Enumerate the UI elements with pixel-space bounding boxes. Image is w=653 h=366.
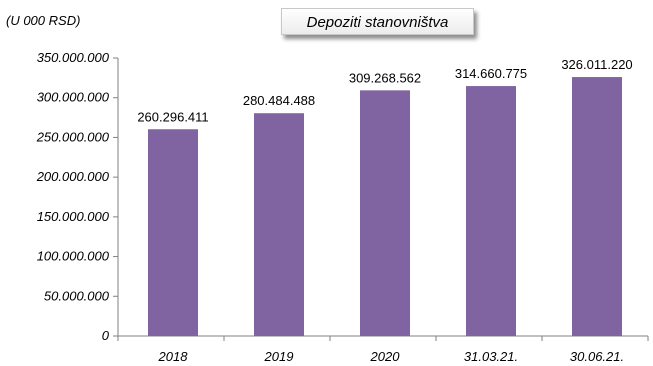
y-tick-label: 350.000.000 [37, 50, 110, 65]
y-tick-label: 100.000.000 [37, 249, 110, 264]
bar [254, 113, 304, 336]
y-tick-label: 150.000.000 [37, 209, 110, 224]
axes: 0 50.000.000 100.000.000 150.000.000 200.000… [36, 50, 649, 343]
y-tick-label: 50.000.000 [44, 288, 110, 303]
data-label: 280.484.488 [243, 93, 315, 108]
bar [360, 90, 410, 336]
data-label: 260.296.411 [137, 109, 208, 124]
x-tick-label: 2020 [370, 349, 401, 364]
x-tick-label: 2018 [158, 349, 189, 364]
labels: 260.296.411 2018 280.484.488 2019 309.268.56… [137, 57, 632, 364]
y-tick-label: 300.000.000 [37, 90, 110, 105]
bar [148, 129, 198, 336]
x-tick-label: 31.03.21. [464, 349, 518, 364]
chart-title: Depoziti stanovništva [281, 8, 474, 35]
x-tick-label: 2019 [264, 349, 294, 364]
data-label: 314.660.775 [455, 66, 527, 81]
bar [466, 86, 516, 336]
data-label: 309.268.562 [349, 70, 421, 85]
x-tick-label: 30.06.21. [570, 349, 624, 364]
bars [148, 77, 622, 336]
y-unit-label: (U 000 RSD) [6, 13, 81, 28]
y-tick-label: 200.000.000 [36, 169, 110, 184]
y-tick-label: 250.000.000 [36, 129, 110, 144]
bar [572, 77, 622, 336]
data-label: 326.011.220 [561, 57, 632, 72]
y-tick-label: 0 [102, 328, 110, 343]
